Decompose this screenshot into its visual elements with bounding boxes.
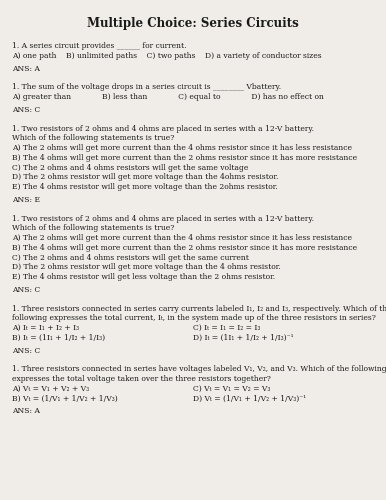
Text: Which of the following statements is true?: Which of the following statements is tru…: [12, 224, 174, 232]
Text: C) Vₜ = V₁ = V₂ = V₃: C) Vₜ = V₁ = V₂ = V₃: [193, 385, 270, 393]
Text: A) The 2 ohms will get more current than the 4 ohms resistor since it has less r: A) The 2 ohms will get more current than…: [12, 144, 352, 152]
Text: B) The 4 ohms will get more current than the 2 ohms resistor since it has more r: B) The 4 ohms will get more current than…: [12, 244, 357, 252]
Text: 1. Two resistors of 2 ohms and 4 ohms are placed in series with a 12-V battery.: 1. Two resistors of 2 ohms and 4 ohms ar…: [12, 124, 313, 132]
Text: following expresses the total current, Iₜ, in the system made up of the three re: following expresses the total current, I…: [12, 314, 376, 322]
Text: ANS: E: ANS: E: [12, 196, 40, 204]
Text: D) The 2 ohms resistor will get more voltage than the 4 ohms resistor.: D) The 2 ohms resistor will get more vol…: [12, 264, 280, 272]
Text: D) Iₜ = (1I₁ + 1/I₂ + 1/I₃)⁻¹: D) Iₜ = (1I₁ + 1/I₂ + 1/I₃)⁻¹: [193, 334, 294, 342]
Text: B) Iₜ = (1I₁ + 1/I₂ + 1/I₃): B) Iₜ = (1I₁ + 1/I₂ + 1/I₃): [12, 334, 105, 342]
Text: expresses the total voltage taken over the three resistors together?: expresses the total voltage taken over t…: [12, 375, 271, 383]
Text: B) The 4 ohms will get more current than the 2 ohms resistor since it has more r: B) The 4 ohms will get more current than…: [12, 154, 357, 162]
Text: A) Iₜ = I₁ + I₂ + I₃: A) Iₜ = I₁ + I₂ + I₃: [12, 324, 79, 332]
Text: D) Vₜ = (1/V₁ + 1/V₂ + 1/V₃)⁻¹: D) Vₜ = (1/V₁ + 1/V₂ + 1/V₃)⁻¹: [193, 394, 306, 402]
Text: 1. A series circuit provides ______ for current.: 1. A series circuit provides ______ for …: [12, 42, 186, 50]
Text: A) Vₜ = V₁ + V₂ + V₃: A) Vₜ = V₁ + V₂ + V₃: [12, 385, 89, 393]
Text: B) Vₜ = (1/V₁ + 1/V₂ + 1/V₃): B) Vₜ = (1/V₁ + 1/V₂ + 1/V₃): [12, 394, 117, 402]
Text: A) greater than             B) less than             C) equal to             D) : A) greater than B) less than C) equal to…: [12, 93, 323, 101]
Text: E) The 4 ohms resistor will get less voltage than the 2 ohms resistor.: E) The 4 ohms resistor will get less vol…: [12, 273, 275, 281]
Text: ANS: C: ANS: C: [12, 286, 40, 294]
Text: C) The 2 ohms and 4 ohms resistors will get the same current: C) The 2 ohms and 4 ohms resistors will …: [12, 254, 249, 262]
Text: 1. Three resistors connected in series carry currents labeled I₁, I₂ and I₃, res: 1. Three resistors connected in series c…: [12, 304, 386, 312]
Text: 1. The sum of the voltage drops in a series circuit is ________ Vbattery.: 1. The sum of the voltage drops in a ser…: [12, 84, 281, 92]
Text: Which of the following statements is true?: Which of the following statements is tru…: [12, 134, 174, 142]
Text: D) The 2 ohms resistor will get more voltage than the 4ohms resistor.: D) The 2 ohms resistor will get more vol…: [12, 174, 278, 182]
Text: ANS: C: ANS: C: [12, 106, 40, 114]
Text: C) Iₜ = I₁ = I₂ = I₃: C) Iₜ = I₁ = I₂ = I₃: [193, 324, 261, 332]
Text: A) one path    B) unlimited paths    C) two paths    D) a variety of conductor s: A) one path B) unlimited paths C) two pa…: [12, 52, 321, 60]
Text: 1. Two resistors of 2 ohms and 4 ohms are placed in series with a 12-V battery.: 1. Two resistors of 2 ohms and 4 ohms ar…: [12, 214, 313, 222]
Text: C) The 2 ohms and 4 ohms resistors will get the same voltage: C) The 2 ohms and 4 ohms resistors will …: [12, 164, 248, 172]
Text: ANS: A: ANS: A: [12, 64, 40, 72]
Text: A) The 2 ohms will get more current than the 4 ohms resistor since it has less r: A) The 2 ohms will get more current than…: [12, 234, 352, 242]
Text: ANS: A: ANS: A: [12, 408, 40, 416]
Text: E) The 4 ohms resistor will get more voltage than the 2ohms resistor.: E) The 4 ohms resistor will get more vol…: [12, 183, 277, 191]
Text: 1. Three resistors connected in series have voltages labeled V₁, V₂, and V₃. Whi: 1. Three resistors connected in series h…: [12, 366, 386, 374]
Text: ANS: C: ANS: C: [12, 346, 40, 354]
Text: Multiple Choice: Series Circuits: Multiple Choice: Series Circuits: [87, 18, 299, 30]
